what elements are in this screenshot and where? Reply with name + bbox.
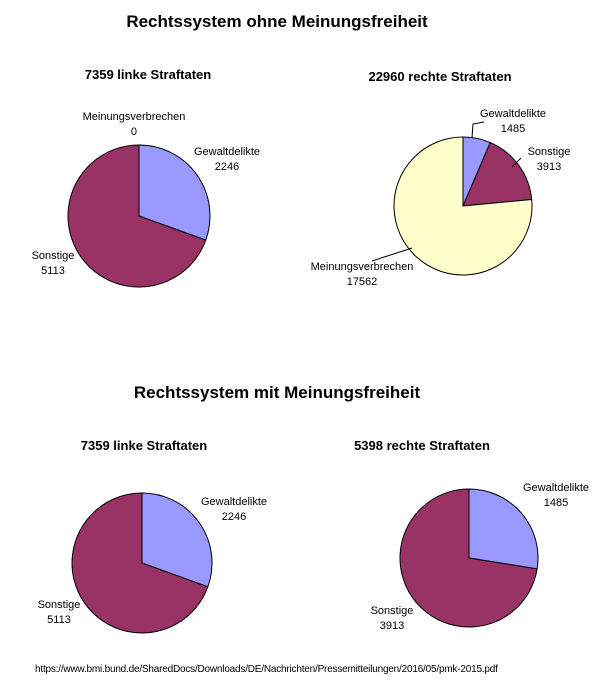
leader-line <box>511 157 522 168</box>
slice-label-sonstige-5113-mit: Sonstige 5113 <box>38 598 81 628</box>
pie-slice <box>393 136 533 276</box>
slice-label-name: Meinungsverbrechen <box>82 111 186 123</box>
slice-label-name: Gewaltdelikte <box>193 146 261 158</box>
section-title-ohne-meinungsfreiheit: Rechtssystem ohne Meinungsfreiheit <box>126 12 428 31</box>
pie-title-linke-ohne: 7359 linke Straftaten <box>84 67 212 82</box>
pie-slice <box>141 492 213 588</box>
pie-slice <box>399 488 538 628</box>
slice-label-value: 1485 <box>543 497 569 509</box>
slice-label-gewaltdelikte-1485-mit: Gewaltdelikte 1485 <box>523 481 589 511</box>
slice-label-value: 0 <box>130 126 138 138</box>
pie-slice <box>468 488 539 570</box>
slice-label-meinungsverbrechen-17562: Meinungsverbrechen 17562 <box>311 260 414 290</box>
slice-label-name: Gewaltdelikte <box>200 496 268 508</box>
slice-label-name: Sonstige <box>527 146 571 158</box>
slice-label-name: Meinungsverbrechen <box>310 261 414 273</box>
pie-title-rechte-ohne: 22960 rechte Straftaten <box>368 69 512 84</box>
slice-label-value: 17562 <box>346 276 378 288</box>
pie-slice <box>67 144 207 288</box>
slice-label-value: 2246 <box>214 161 240 173</box>
leader-line <box>371 247 413 262</box>
slice-label-gewaltdelikte-1485: Gewaltdelikte 1485 <box>480 107 546 137</box>
slice-label-value: 3913 <box>379 620 405 632</box>
slice-label-value: 1485 <box>500 123 526 135</box>
section-title-mit-meinungsfreiheit: Rechtssystem mit Meinungsfreiheit <box>133 383 421 402</box>
slice-label-gewaltdelikte-2246: Gewaltdelikte 2246 <box>194 145 260 175</box>
slice-label-sonstige-3913: Sonstige 3913 <box>528 145 571 175</box>
slice-label-sonstige-5113: Sonstige 5113 <box>32 249 75 279</box>
slice-label-value: 5113 <box>47 614 71 626</box>
slice-label-name: Gewaltdelikte <box>522 482 590 494</box>
slice-label-meinungsverbrechen-0: Meinungsverbrechen 0 <box>83 110 186 140</box>
leader-line <box>471 121 485 139</box>
source-url-text: https://www.bmi.bund.de/SharedDocs/Downl… <box>35 664 498 675</box>
slice-label-value: 3913 <box>536 161 562 173</box>
slice-label-sonstige-3913-mit: Sonstige 3913 <box>371 604 414 634</box>
slice-label-name: Sonstige <box>31 250 75 262</box>
pie-title-linke-mit: 7359 linke Straftaten <box>80 438 208 453</box>
pie-slice <box>71 492 209 634</box>
pie-slice <box>138 144 211 241</box>
slice-label-gewaltdelikte-2246-mit: Gewaltdelikte 2246 <box>201 495 267 525</box>
slice-label-name: Gewaltdelikte <box>479 108 547 120</box>
pie-title-rechte-mit: 5398 rechte Straftaten <box>354 438 490 453</box>
slice-label-name: Sonstige <box>37 599 81 611</box>
slice-label-name: Sonstige <box>370 605 414 617</box>
pie-slice <box>462 142 533 207</box>
slice-label-value: 2246 <box>221 511 247 523</box>
slice-label-value: 5113 <box>41 265 65 277</box>
